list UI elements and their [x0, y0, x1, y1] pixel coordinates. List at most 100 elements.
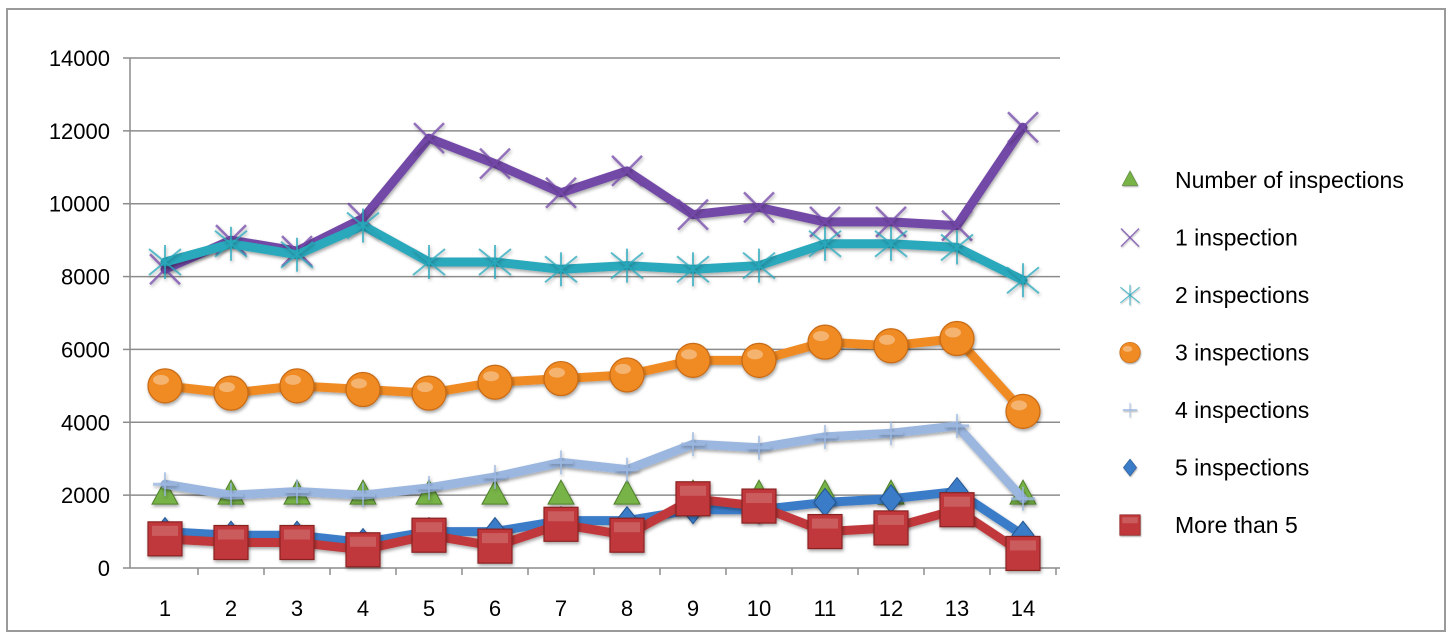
- data-point: [147, 368, 183, 404]
- legend-label: More than 5: [1175, 512, 1298, 538]
- data-point: [743, 191, 775, 224]
- data-point: [346, 208, 380, 243]
- x-tick-label: 5: [423, 596, 435, 621]
- data-point: [345, 371, 381, 408]
- legend-entry: 4 inspections: [1085, 397, 1309, 423]
- y-tick-label: 10000: [49, 192, 110, 217]
- data-point: [1006, 263, 1040, 298]
- data-point: [279, 368, 315, 404]
- legend-entry: 5 inspections: [1085, 455, 1309, 481]
- data-point: [615, 457, 639, 482]
- legend-swatch-marker: [1119, 514, 1141, 536]
- data-point: [148, 245, 182, 279]
- data-point: [873, 328, 909, 364]
- data-point: [677, 198, 709, 231]
- data-point: [609, 517, 645, 553]
- data-point: [807, 324, 843, 360]
- x-tick-label: 1: [159, 596, 171, 621]
- data-point: [741, 342, 777, 378]
- x-tick-label: 2: [225, 596, 237, 621]
- series-5: [153, 413, 1035, 511]
- data-point: [873, 510, 909, 546]
- data-point: [1005, 393, 1041, 429]
- x-tick-label: 12: [879, 596, 903, 621]
- legend-swatch-marker: [1120, 227, 1140, 248]
- data-point: [940, 230, 974, 265]
- legend-entry: 1 inspection: [1085, 225, 1298, 251]
- data-point: [676, 252, 710, 287]
- data-point: [213, 524, 249, 561]
- y-tick-label: 12000: [49, 119, 110, 144]
- data-point: [147, 521, 183, 557]
- series-3: [148, 208, 1040, 298]
- legend-swatch-marker: [1119, 341, 1141, 364]
- data-point: [345, 532, 381, 568]
- x-tick-label: 14: [1011, 596, 1035, 621]
- data-point: [411, 517, 447, 553]
- series-7: [147, 481, 1041, 572]
- legend-label: 4 inspections: [1175, 397, 1309, 423]
- data-point: [279, 524, 315, 561]
- data-point: [543, 360, 579, 397]
- data-point: [742, 248, 776, 283]
- data-point: [879, 421, 903, 446]
- data-point: [939, 492, 975, 528]
- data-point: [479, 147, 511, 180]
- x-tick-label: 6: [489, 596, 501, 621]
- legend-label: Number of inspections: [1175, 167, 1404, 193]
- data-point: [477, 528, 513, 564]
- data-point: [213, 375, 249, 411]
- legend-swatch-marker: [1121, 170, 1139, 186]
- data-point: [609, 357, 645, 393]
- data-point: [875, 206, 907, 238]
- y-tick-label: 14000: [49, 46, 110, 71]
- legend-label: 5 inspections: [1175, 455, 1309, 481]
- legend-entry: 3 inspections: [1085, 340, 1309, 366]
- data-point: [813, 424, 837, 449]
- data-point: [547, 479, 575, 505]
- data-point: [544, 252, 578, 287]
- x-tick-label: 11: [814, 596, 837, 621]
- data-point: [681, 432, 705, 457]
- legend-entry: Number of inspections: [1085, 167, 1404, 193]
- axes: [123, 57, 1060, 575]
- y-tick-label: 6000: [61, 337, 110, 362]
- legend-entry: 2 inspections: [1085, 282, 1309, 308]
- data-point: [1007, 111, 1039, 144]
- data-point: [477, 364, 513, 400]
- x-tick-label: 4: [357, 596, 369, 621]
- legend-swatch-marker: [1122, 402, 1138, 418]
- data-point: [417, 475, 441, 500]
- data-point: [478, 245, 512, 279]
- data-point: [549, 450, 573, 475]
- x-tick-label: 10: [747, 596, 771, 621]
- y-axis-ticks: 0 2000 4000 6000 8000 10000 12000 14000: [49, 46, 110, 581]
- data-point: [214, 226, 248, 261]
- data-point: [874, 226, 908, 261]
- legend-swatch-marker: [1120, 284, 1140, 306]
- legend-label: 3 inspections: [1175, 340, 1309, 366]
- data-point: [411, 375, 447, 411]
- x-tick-label: 13: [945, 596, 969, 621]
- data-point: [879, 483, 903, 514]
- data-point: [543, 506, 579, 542]
- x-tick-label: 7: [555, 596, 567, 621]
- legend: Number of inspections 1 inspection 2 inspe…: [1085, 167, 1404, 538]
- data-point: [219, 483, 243, 508]
- legend-label: 2 inspections: [1175, 282, 1309, 308]
- data-point: [675, 342, 711, 378]
- data-point: [481, 479, 509, 505]
- x-tick-label: 3: [291, 596, 303, 621]
- x-axis-ticks: 1 2 3 4 5 6 7 8 9 10 11 12 13 14: [159, 596, 1035, 621]
- y-tick-label: 8000: [61, 265, 110, 290]
- data-point: [747, 435, 771, 460]
- series-line: [160, 221, 1028, 285]
- legend-label: 1 inspection: [1175, 225, 1298, 251]
- legend-entry: More than 5: [1085, 512, 1298, 538]
- data-point: [1011, 486, 1035, 511]
- series-2: [149, 111, 1039, 286]
- legend-swatch-marker: [1123, 458, 1137, 477]
- data-point: [280, 237, 314, 272]
- series-4: [147, 320, 1041, 429]
- data-point: [545, 176, 577, 209]
